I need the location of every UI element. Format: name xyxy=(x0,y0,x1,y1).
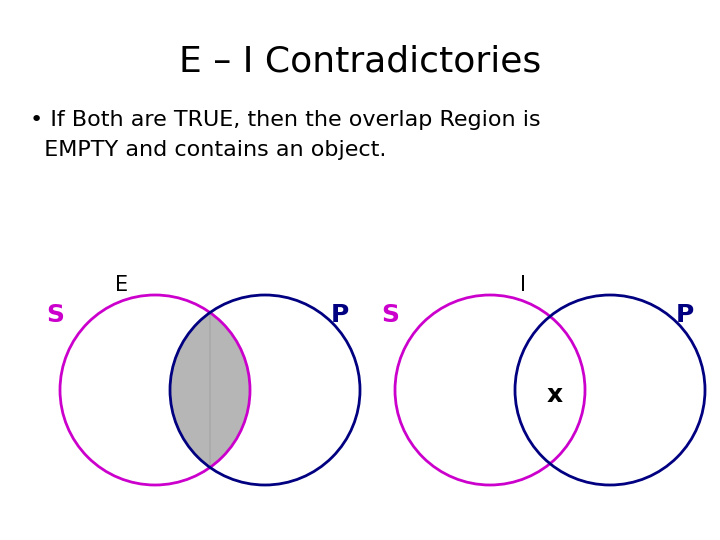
Text: I: I xyxy=(520,275,526,295)
Text: • If Both are TRUE, then the overlap Region is: • If Both are TRUE, then the overlap Reg… xyxy=(30,110,541,130)
Text: E: E xyxy=(115,275,128,295)
Text: x: x xyxy=(547,383,563,407)
Text: EMPTY and contains an object.: EMPTY and contains an object. xyxy=(30,140,387,160)
Text: P: P xyxy=(676,303,694,327)
Text: S: S xyxy=(46,303,64,327)
Text: P: P xyxy=(331,303,349,327)
Polygon shape xyxy=(170,313,250,468)
Text: S: S xyxy=(381,303,399,327)
Text: E – I Contradictories: E – I Contradictories xyxy=(179,45,541,79)
